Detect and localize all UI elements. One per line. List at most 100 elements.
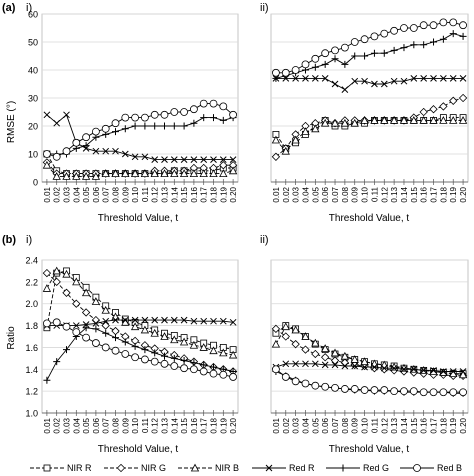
- data-point: [219, 317, 227, 325]
- data-point: [180, 364, 189, 373]
- data-point: [302, 360, 309, 368]
- data-point: [291, 135, 300, 144]
- data-point: [459, 21, 467, 30]
- data-point: [271, 339, 281, 348]
- data-point: [92, 147, 100, 155]
- data-point: [82, 142, 90, 150]
- data-point: [321, 361, 329, 369]
- y-tick-label: 30: [28, 94, 38, 104]
- data-point: [429, 367, 438, 375]
- x-tick-label: 0.01: [272, 417, 281, 433]
- data-point: [72, 299, 81, 308]
- data-point: [409, 116, 418, 124]
- x-tick-label: 0.05: [82, 417, 91, 433]
- x-tick-label: 0.06: [321, 417, 330, 433]
- data-point: [81, 288, 91, 297]
- data-point: [199, 99, 208, 108]
- x-tick-label: 0.16: [420, 417, 429, 433]
- y-tick-label: 1.8: [25, 321, 38, 331]
- panel-a-ii-label: ii): [260, 2, 269, 14]
- data-point: [91, 172, 101, 180]
- data-point: [390, 46, 398, 54]
- x-tick-label: 0.16: [420, 186, 429, 202]
- data-point: [141, 316, 149, 324]
- data-point: [180, 156, 188, 163]
- y-tick-label: 1.6: [25, 343, 38, 353]
- y-tick-label: 1.2: [25, 387, 38, 397]
- legend-marker: [116, 463, 126, 473]
- x-tick-label: 0.10: [131, 186, 140, 202]
- data-point: [458, 93, 468, 103]
- data-point: [121, 338, 129, 346]
- data-point: [112, 334, 119, 342]
- series-nir-r: [43, 267, 237, 354]
- x-tick-label: 0.12: [380, 417, 389, 433]
- x-tick-label: 0.20: [459, 417, 468, 433]
- data-point: [380, 386, 389, 394]
- data-point: [161, 122, 168, 130]
- data-point: [82, 133, 90, 142]
- data-point: [81, 308, 91, 317]
- data-point: [419, 388, 428, 397]
- data-point: [190, 359, 198, 367]
- data-point: [410, 365, 418, 373]
- data-point: [210, 363, 217, 371]
- x-tick-label: 0.17: [430, 417, 439, 433]
- data-point: [321, 60, 329, 68]
- data-point: [370, 49, 378, 57]
- data-point: [420, 75, 428, 82]
- data-point: [52, 318, 61, 327]
- legend-marker: [413, 464, 421, 472]
- series-red-b: [272, 18, 467, 77]
- data-point: [160, 332, 169, 340]
- data-point: [121, 113, 130, 122]
- data-point: [340, 43, 349, 52]
- data-point: [72, 322, 80, 329]
- x-axis-label-b-ii: Threshold Value, t: [329, 444, 410, 455]
- data-point: [281, 373, 290, 381]
- data-point: [281, 146, 290, 155]
- x-tick-label: 0.14: [170, 186, 179, 202]
- data-point: [42, 268, 52, 278]
- series-red-r: [272, 75, 467, 93]
- data-point: [62, 269, 71, 278]
- data-point: [301, 345, 310, 354]
- data-point: [72, 138, 81, 147]
- data-point: [52, 172, 61, 180]
- x-tick-label: 0.19: [449, 186, 458, 202]
- data-point: [331, 383, 339, 392]
- legend-item-red-b: Red B: [400, 463, 462, 473]
- data-point: [361, 52, 369, 60]
- data-point: [189, 365, 198, 374]
- data-point: [430, 367, 437, 374]
- data-point: [370, 116, 379, 124]
- data-point: [111, 346, 120, 355]
- data-point: [92, 127, 100, 136]
- data-point: [340, 385, 349, 393]
- data-point: [350, 385, 359, 393]
- data-point: [301, 332, 310, 340]
- x-tick-label: 0.08: [341, 417, 350, 433]
- data-point: [189, 105, 198, 114]
- data-point: [82, 333, 90, 342]
- y-tick-label: 1.0: [25, 409, 38, 419]
- series-line: [275, 363, 464, 372]
- data-point: [271, 324, 281, 334]
- data-point: [131, 122, 139, 130]
- data-point: [330, 356, 340, 365]
- legend-item-red-r: Red R: [252, 463, 315, 473]
- data-point: [439, 368, 448, 376]
- x-tick-label: 0.14: [400, 186, 409, 202]
- x-tick-label: 0.10: [131, 417, 140, 433]
- data-point: [180, 357, 188, 365]
- data-point: [219, 370, 228, 379]
- x-tick-label: 0.12: [380, 186, 389, 202]
- data-point: [43, 150, 51, 158]
- data-point: [380, 29, 389, 38]
- x-tick-label: 0.19: [219, 417, 228, 433]
- data-point: [291, 377, 300, 386]
- data-point: [200, 156, 208, 163]
- x-tick-label: 0.04: [301, 417, 310, 433]
